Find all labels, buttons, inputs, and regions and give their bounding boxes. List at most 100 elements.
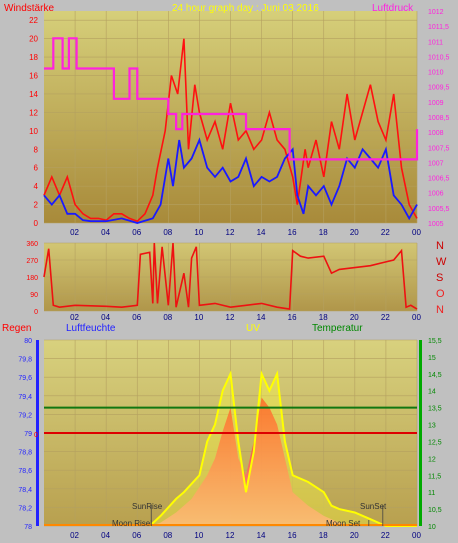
- humidity-tick-label: 78,8: [18, 450, 32, 457]
- wind-tick-label: 8: [34, 145, 39, 154]
- pressure-right-tick-labels: 1005 1005,5 1006 1006,5 1007 1007,5 1008 1008,5…: [428, 9, 450, 228]
- compass-letter: W: [436, 256, 447, 268]
- sunrise-label: SunRise: [132, 502, 163, 511]
- uv-line: [149, 370, 417, 527]
- x-tick-label: 22: [381, 313, 390, 322]
- temperature-tick-label: 10,5: [428, 507, 442, 514]
- wind-speed-line: [43, 38, 418, 223]
- wind-x-tick-labels: 02 04 06 08 10 12 14 16 18 20 22 00: [70, 228, 421, 237]
- uv-area: [149, 373, 417, 526]
- pressure-tick-label: 1006: [428, 191, 444, 198]
- humidity-tick-label: 78,6: [18, 468, 32, 475]
- radiation-area: [149, 397, 417, 526]
- wind-gridlines: [44, 11, 418, 224]
- pressure-line: [44, 37, 419, 161]
- uv-label: UV: [246, 323, 260, 334]
- direction-x-tick-labels: 02 04 06 08 10 12 14 16 18 20 22 00: [70, 313, 421, 322]
- wind-left-tick-labels: 0 2 4 6 8 10 12 14 16 18 20 22: [29, 16, 38, 228]
- x-tick-label: 06: [132, 531, 141, 540]
- wind-axis-label: Windstärke: [4, 3, 54, 14]
- direction-tick-label: 270: [26, 258, 38, 265]
- temperature-tick-label: 15: [428, 355, 436, 362]
- wind-series-group: [43, 37, 419, 224]
- x-tick-label: 02: [70, 228, 79, 237]
- x-tick-label: 10: [194, 313, 203, 322]
- temperature-tick-label: 14,5: [428, 372, 442, 379]
- x-tick-label: 22: [381, 531, 390, 540]
- humidity-tick-label: 78,4: [18, 487, 32, 494]
- humidity-tick-label: 78,2: [18, 505, 32, 512]
- x-tick-label: 14: [257, 531, 266, 540]
- x-tick-label: 10: [194, 531, 203, 540]
- x-tick-label: 00: [412, 228, 421, 237]
- humidity-tick-label: 78: [24, 524, 32, 531]
- x-tick-label: 08: [163, 313, 172, 322]
- temperature-tick-label: 15,5: [428, 338, 442, 345]
- bottom-series-group: [44, 370, 417, 527]
- x-tick-label: 10: [194, 228, 203, 237]
- chart-title: 24 hour graph day : Juni 03 2016: [172, 3, 319, 14]
- x-tick-label: 14: [257, 313, 266, 322]
- direction-tick-label: 0: [34, 309, 38, 316]
- pressure-tick-label: 1008,5: [428, 115, 450, 122]
- compass-letter: N: [436, 304, 444, 316]
- compass-letter: S: [436, 272, 443, 284]
- x-tick-label: 08: [163, 531, 172, 540]
- pressure-tick-label: 1007: [428, 160, 444, 167]
- temperature-tick-label: 11: [428, 490, 435, 497]
- x-tick-label: 22: [381, 228, 390, 237]
- x-tick-label: 18: [319, 531, 328, 540]
- rain-line-value: 0: [34, 432, 38, 439]
- x-tick-label: 14: [257, 228, 266, 237]
- bottom-x-tick-labels: 02 04 06 08 10 12 14 16 18 20 22 00: [70, 531, 421, 540]
- temperature-tick-label: 11,5: [428, 473, 441, 480]
- temperature-label: Temperatur: [312, 323, 363, 334]
- wind-tick-label: 14: [29, 90, 38, 99]
- wind-tick-label: 4: [34, 182, 39, 191]
- pressure-axis-label: Luftdruck: [372, 3, 414, 14]
- wind-tick-label: 20: [29, 35, 38, 44]
- x-tick-label: 16: [288, 228, 297, 237]
- x-tick-label: 02: [70, 313, 79, 322]
- pressure-tick-label: 1005: [428, 221, 444, 228]
- x-tick-label: 02: [70, 531, 79, 540]
- x-tick-label: 00: [412, 531, 421, 540]
- wind-tick-label: 0: [34, 219, 39, 228]
- x-tick-label: 12: [226, 228, 235, 237]
- pressure-tick-label: 1012: [428, 9, 444, 16]
- humidity-label: Luftfeuchte: [66, 323, 116, 334]
- compass-letter: O: [436, 288, 445, 300]
- humidity-tick-label: 79,2: [18, 412, 32, 419]
- temperature-tick-label: 12,5: [428, 439, 442, 446]
- humidity-tick-label: 79,4: [18, 394, 32, 401]
- humidity-tick-label: 79: [24, 431, 32, 438]
- wind-tick-label: 12: [29, 108, 38, 117]
- temperature-tick-label: 13: [428, 423, 436, 430]
- x-tick-label: 18: [319, 313, 328, 322]
- temperature-tick-label: 10: [428, 524, 436, 531]
- x-tick-label: 00: [412, 313, 421, 322]
- pressure-tick-label: 1008: [428, 130, 444, 137]
- pressure-tick-label: 1011: [428, 39, 443, 46]
- temperature-tick-label: 13,5: [428, 406, 442, 413]
- direction-tick-label: 180: [26, 275, 38, 282]
- pressure-tick-label: 1009: [428, 100, 444, 107]
- pressure-tick-label: 1010,5: [428, 54, 450, 61]
- pressure-tick-label: 1009,5: [428, 85, 450, 92]
- x-tick-label: 08: [163, 228, 172, 237]
- moonset-label: Moon Set: [326, 519, 361, 528]
- sunset-label: SunSet: [360, 502, 387, 511]
- humidity-uv-temperature-panel: 78 78,2 78,4 78,6 78,8 79 79,2 79,4 79,6 79,8 80 1…: [2, 323, 442, 540]
- wind-tick-label: 18: [29, 53, 38, 62]
- moonrise-label: Moon Rise: [112, 519, 151, 528]
- humidity-tick-labels: 78 78,2 78,4 78,6 78,8 79 79,2 79,4 79,6 79,8 80: [18, 338, 32, 531]
- x-tick-label: 04: [101, 531, 110, 540]
- pressure-tick-label: 1007,5: [428, 145, 450, 152]
- x-tick-label: 06: [132, 313, 141, 322]
- temperature-axis-bar: [419, 340, 422, 526]
- x-tick-label: 18: [319, 228, 328, 237]
- humidity-tick-label: 79,6: [18, 375, 32, 382]
